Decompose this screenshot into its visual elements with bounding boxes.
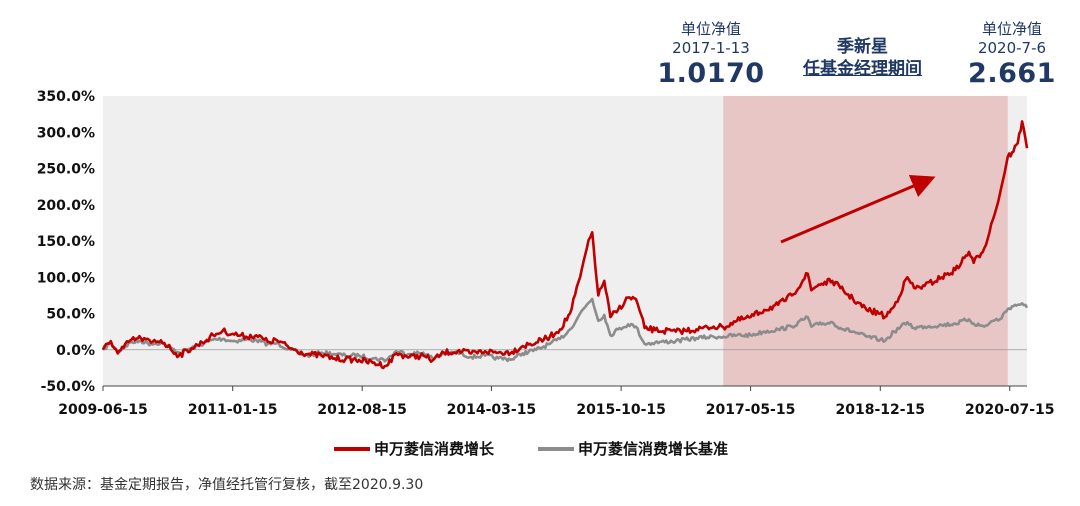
x-tick-label: 2011-01-15: [188, 402, 278, 418]
x-tick-label: 2017-05-15: [706, 402, 796, 418]
left-nav-annotation: 单位净值 2017-1-13 1.0170: [650, 20, 772, 90]
manager-period: 任基金经理期间: [803, 59, 922, 79]
x-tick-label: 2020-07-15: [965, 402, 1055, 418]
left-nav-value: 1.0170: [657, 58, 765, 89]
manager-annotation: 季新星 任基金经理期间: [780, 36, 945, 80]
x-tick-label: 2012-08-15: [317, 402, 407, 418]
trend-arrow: [780, 174, 936, 244]
x-tick-label: 2018-12-15: [835, 402, 925, 418]
legend-fund-label: 申万菱信消费增长: [374, 440, 495, 458]
y-tick-label: 250.0%: [37, 162, 95, 178]
y-tick-label: 100.0%: [37, 270, 95, 286]
y-tick-label: 150.0%: [37, 234, 95, 250]
right-nav-label: 单位净值: [981, 20, 1042, 38]
left-nav-date: 2017-1-13: [672, 39, 750, 57]
legend-benchmark-label: 申万菱信消费增长基准: [578, 440, 728, 458]
right-nav-annotation: 单位净值 2020-7-6 2.661: [952, 20, 1072, 90]
benchmark-series-line: [101, 297, 1029, 363]
manager-name: 季新星: [837, 37, 888, 57]
y-tick-label: 300.0%: [37, 125, 95, 141]
right-nav-date: 2020-7-6: [977, 39, 1047, 57]
x-tick-label: 2014-03-15: [447, 402, 537, 418]
x-tick-label: 2015-10-15: [576, 402, 666, 418]
fund-return-chart: 350.0% 300.0% 250.0% 200.0% 150.0% 100.0% 50.0…: [37, 89, 1055, 458]
y-tick-label: 0.0%: [56, 343, 95, 359]
x-tick-label: 2009-06-15: [58, 402, 148, 418]
y-tick-label: 50.0%: [46, 307, 95, 323]
y-tick-label: 350.0%: [37, 89, 95, 105]
manager-tenure-shade: [723, 96, 1008, 386]
fund-series-line: [101, 120, 1029, 370]
source-note: 数据来源：基金定期报告，净值经托管行复核，截至2020.9.30: [30, 477, 424, 493]
y-tick-label: 200.0%: [37, 198, 95, 214]
right-nav-value: 2.661: [968, 58, 1056, 89]
y-tick-label: -50.0%: [41, 379, 95, 395]
left-nav-label: 单位净值: [680, 20, 741, 38]
